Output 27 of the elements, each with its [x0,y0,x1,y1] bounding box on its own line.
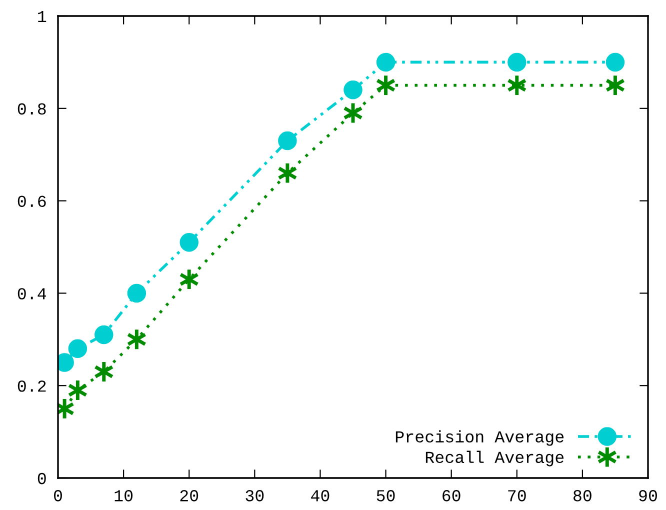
point [376,52,396,72]
x-tick-label: 0 [54,490,62,502]
x-tick-label: 80 [574,490,592,502]
legend-label: Precision Average [396,430,564,446]
y-tick-label: 0.2 [18,380,46,392]
point [508,52,526,72]
x-tick-label: 60 [442,490,460,502]
point [180,233,198,252]
x-tick-label: 10 [114,490,133,502]
x-tick-label: 30 [246,490,264,502]
y-tick-label: 0.4 [18,288,46,300]
x-tick-label: 70 [508,490,526,502]
point [68,339,88,358]
point [344,80,362,100]
x-tick-label: 20 [180,490,198,502]
y-tick-label: 0.6 [18,196,46,208]
point [278,131,297,150]
y-tick-label: 0 [38,472,46,484]
y-tick-label: 1 [38,11,46,22]
x-tick-label: 90 [639,490,657,502]
point [606,52,625,72]
point [127,284,146,303]
y-tick-label: 0.8 [18,103,46,115]
x-tick-label: 40 [311,490,330,502]
x-tick-label: 50 [376,490,395,502]
legend-label: Recall Average [426,450,564,466]
point [94,325,114,344]
